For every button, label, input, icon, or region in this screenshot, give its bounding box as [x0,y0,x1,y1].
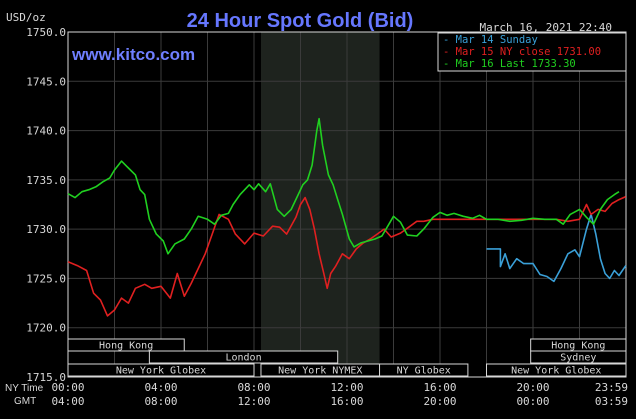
plot-frame [67,31,627,378]
gmt-time-tick: 03:59 [595,395,628,408]
chart-title: 24 Hour Spot Gold (Bid) [187,10,414,32]
y-tick-label: 1745.0 [26,75,66,88]
chart-datetime: March 16, 2021 22:40 [480,21,612,34]
y-tick-label: 1750.0 [26,26,66,39]
gmt-time-tick: 12:00 [237,395,270,408]
ny-time-tick: 12:00 [330,381,363,394]
session-bands: Hong Kong Hong Kong London Sydney New York G… [67,338,627,377]
session-label: Sydney [560,353,596,364]
gmt-axis-label: GMT [14,396,36,407]
y-tick-label: 1735.0 [26,174,66,187]
kitco-watermark: www.kitco.com [71,45,195,64]
session-band [67,363,255,377]
session-label: Hong Kong [99,341,153,352]
legend: - Mar 14 Sunday- Mar 15 NY close 1731.00… [437,32,627,72]
session-band [148,350,339,364]
time-axis: NY TimeGMT00:0004:0004:0008:0008:0012:00… [5,381,628,408]
legend-box [437,32,627,72]
gmt-time-tick: 16:00 [330,395,363,408]
ny-time-tick: 23:59 [595,381,628,394]
legend-entry: - Mar 14 Sunday [443,34,538,46]
session-label: New York Globex [511,366,601,377]
y-tick-label: 1730.0 [26,223,66,236]
session-label: New York NYMEX [278,366,362,377]
y-tick-label: 1715.0 [26,371,66,384]
session-band [486,363,627,377]
series-line-mar-14-sunday [486,213,627,283]
ny-time-tick: 00:00 [51,381,84,394]
series-line-mar-15-ny-close-1731-00 [67,195,627,317]
gmt-time-tick: 00:00 [516,395,549,408]
session-band [379,363,469,377]
y-tick-label: 1725.0 [26,272,66,285]
session-band [530,350,627,364]
session-band [67,338,185,352]
plot-border [67,31,627,378]
nymex-session-shade [260,32,380,377]
series-lines [67,117,627,317]
legend-entry: - Mar 15 NY close 1731.00 [443,46,601,58]
session-label: London [225,353,261,364]
y-tick-label: 1740.0 [26,125,66,138]
gmt-time-tick: 20:00 [423,395,456,408]
gmt-time-tick: 04:00 [51,395,84,408]
series-line-mar-16-last-1733-30 [67,117,620,255]
legend-entry: - Mar 16 Last 1733.30 [443,58,576,70]
y-axis-unit-label: USD/oz [6,11,46,24]
ny-time-tick: 16:00 [423,381,456,394]
ny-time-tick: 04:00 [144,381,177,394]
y-axis-tick-labels: 1715.0 1720.0 1725.0 1730.0 1735.0 1740.0 1745… [26,26,66,384]
ny-time-tick: 20:00 [516,381,549,394]
ny-time-tick: 08:00 [237,381,270,394]
y-tick-label: 1720.0 [26,322,66,335]
session-label: New York Globex [116,366,206,377]
gmt-time-tick: 08:00 [144,395,177,408]
session-label: NY Globex [397,366,451,377]
ny-time-axis-label: NY Time [5,383,44,394]
session-label: Hong Kong [551,341,605,352]
